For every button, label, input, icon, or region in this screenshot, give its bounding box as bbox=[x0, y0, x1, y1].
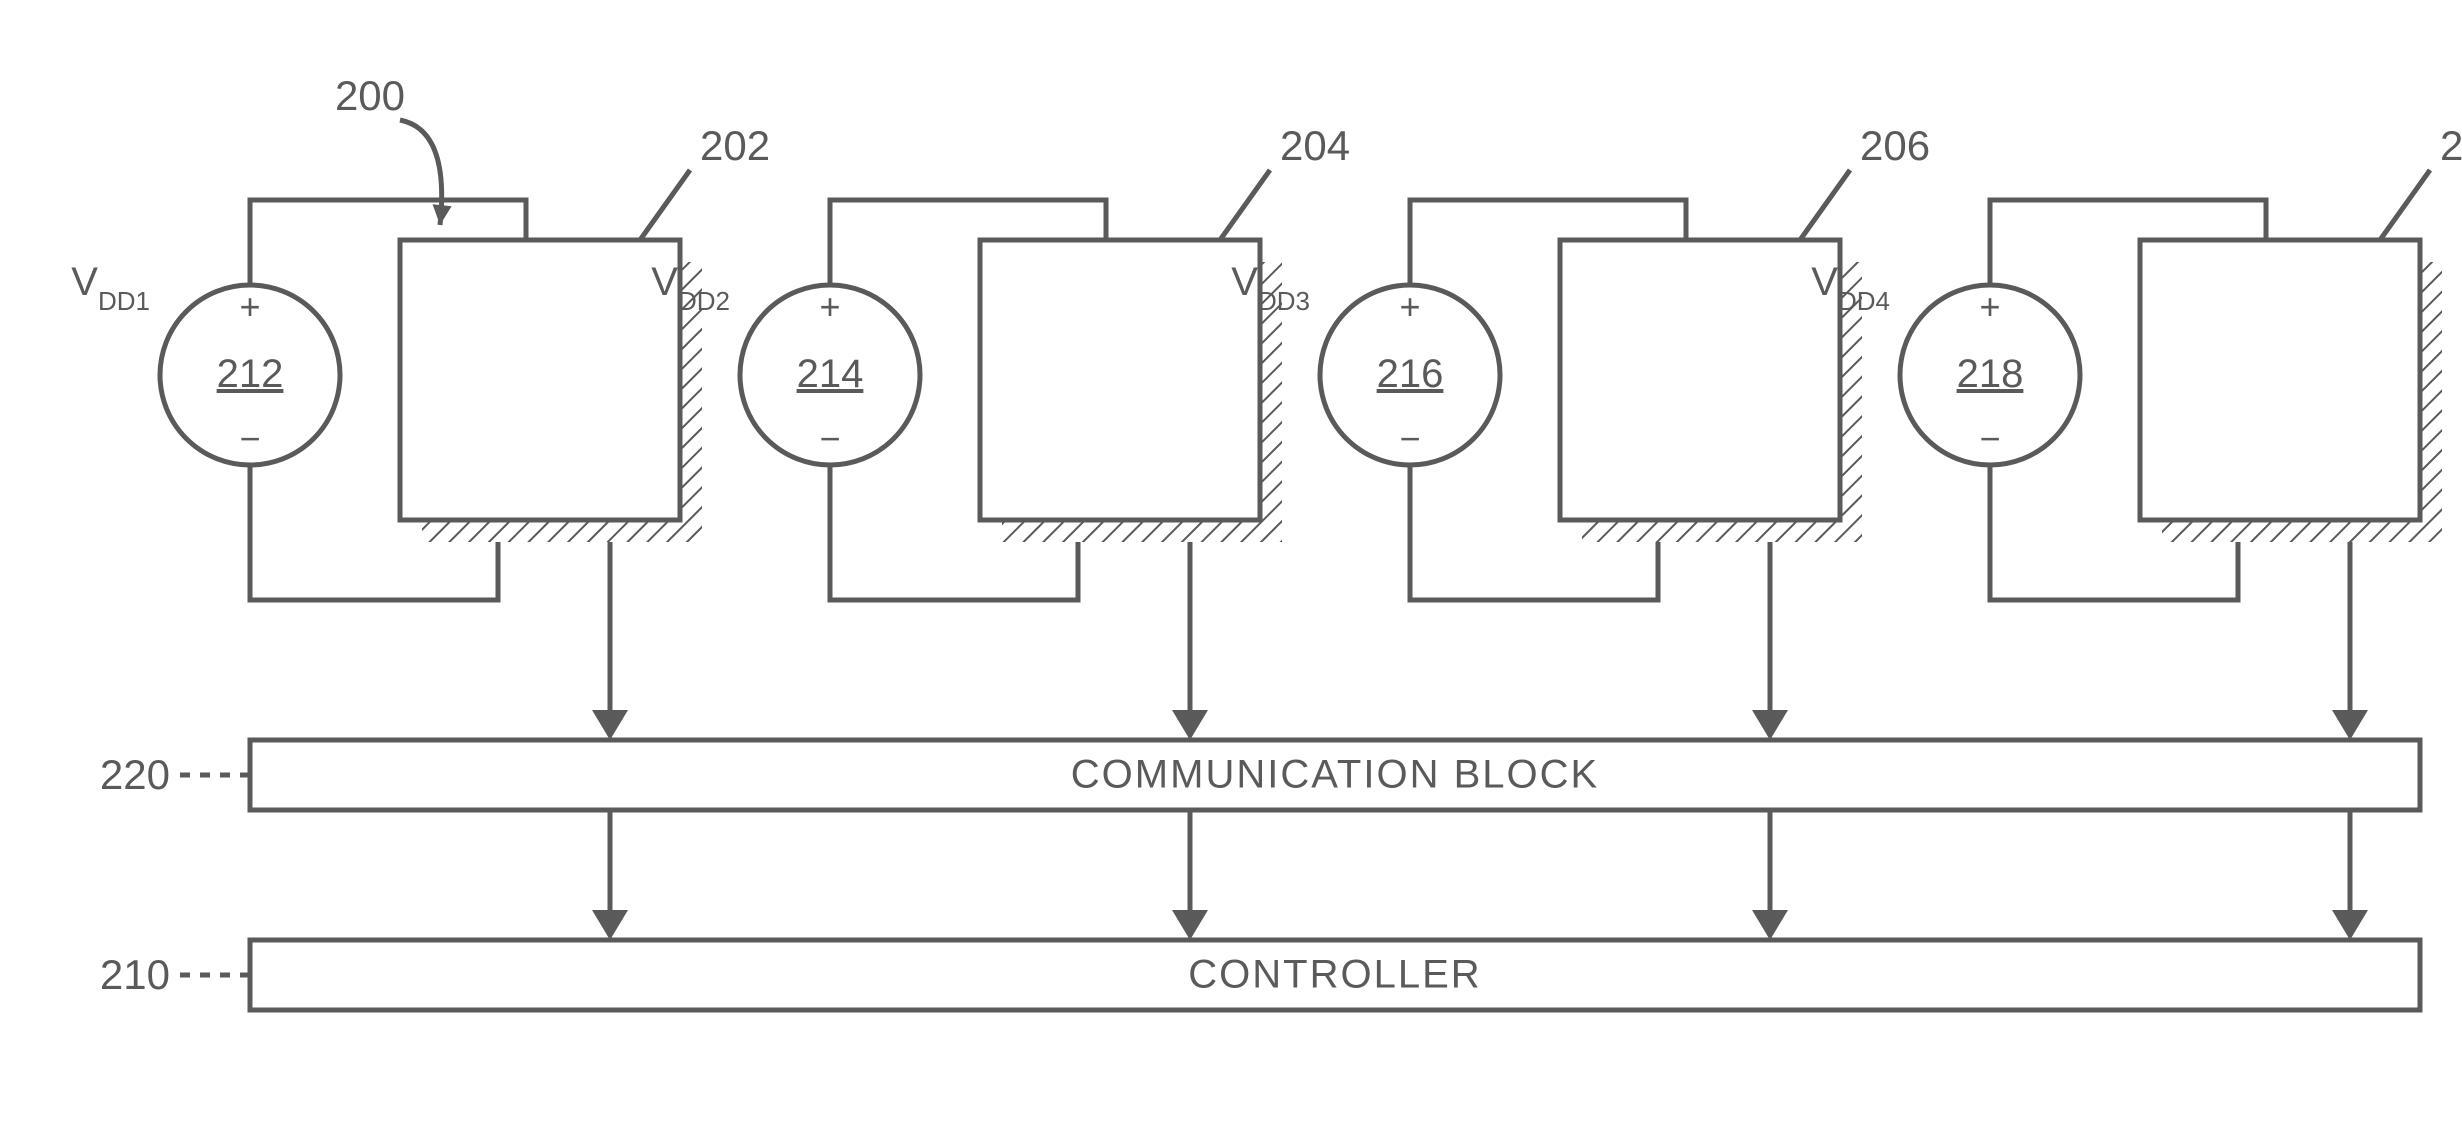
vdd-label-1: VDD1 bbox=[71, 260, 150, 316]
arrow-chip2-to-comm bbox=[1172, 542, 1208, 740]
arrow-chip1-to-comm bbox=[592, 542, 628, 740]
voltage-source-3-id: 216 bbox=[1377, 352, 1444, 396]
chip-3: 206 bbox=[1560, 122, 1930, 542]
minus-icon: − bbox=[819, 418, 840, 459]
chip-4-ref-label: 208 bbox=[2440, 122, 2462, 169]
minus-icon: − bbox=[1399, 418, 1420, 459]
arrow-chip3-to-comm bbox=[1752, 542, 1788, 740]
svg-text:200: 200 bbox=[335, 72, 405, 119]
arrow-comm-to-ctrl-2 bbox=[1172, 810, 1208, 940]
arrow-chip4-to-comm bbox=[2332, 542, 2368, 740]
arrow-comm-to-ctrl-4 bbox=[2332, 810, 2368, 940]
voltage-source-2-id: 214 bbox=[797, 352, 864, 396]
arrow-comm-to-ctrl-3 bbox=[1752, 810, 1788, 940]
minus-icon: − bbox=[239, 418, 260, 459]
voltage-source-4-id: 218 bbox=[1957, 352, 2024, 396]
chip-1: 202 bbox=[400, 122, 770, 542]
plus-icon: + bbox=[1399, 286, 1420, 327]
communication-block-ref: 220 bbox=[100, 751, 170, 798]
plus-icon: + bbox=[1979, 286, 2000, 327]
chip-2: 204 bbox=[980, 122, 1350, 542]
minus-icon: − bbox=[1979, 418, 2000, 459]
controller-block-ref: 210 bbox=[100, 951, 170, 998]
plus-icon: + bbox=[819, 286, 840, 327]
chip-2-ref-label: 204 bbox=[1280, 122, 1350, 169]
plus-icon: + bbox=[239, 286, 260, 327]
arrow-comm-to-ctrl-1 bbox=[592, 810, 628, 940]
communication-block-label: COMMUNICATION BLOCK bbox=[1071, 753, 1599, 797]
voltage-source-1-id: 212 bbox=[217, 352, 284, 396]
chip-3-ref-label: 206 bbox=[1860, 122, 1930, 169]
chip-4: 208 bbox=[2140, 122, 2462, 542]
voltage-source-1: +212 − VDD1 bbox=[71, 260, 340, 465]
chip-1-ref-label: 202 bbox=[700, 122, 770, 169]
controller-block-label: CONTROLLER bbox=[1188, 953, 1481, 997]
